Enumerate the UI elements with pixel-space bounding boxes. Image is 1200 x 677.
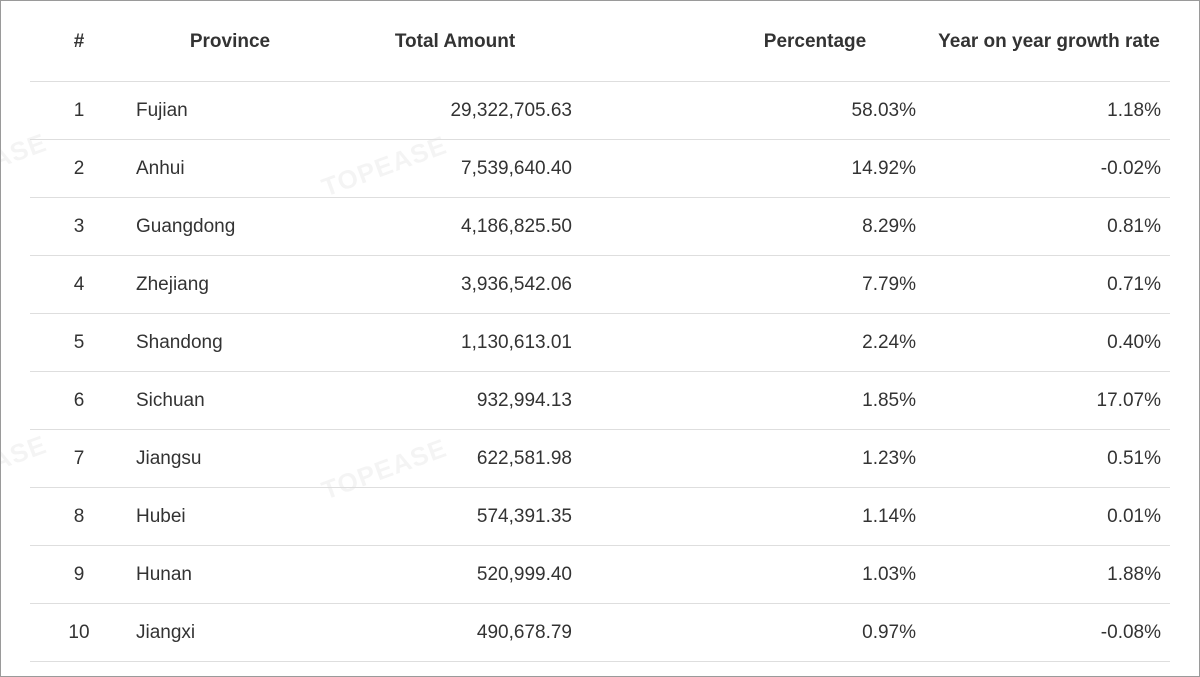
cell-total-amount: 520,999.40 (354, 545, 690, 604)
table-body: 1 Fujian 29,322,705.63 58.03% 1.18% 2 An… (30, 81, 1170, 662)
cell-percentage: 1.03% (690, 545, 926, 604)
cell-total-amount: 29,322,705.63 (354, 81, 690, 140)
cell-rank: 3 (30, 197, 130, 256)
cell-yoy-growth: 0.51% (926, 429, 1170, 488)
table-row: 3 Guangdong 4,186,825.50 8.29% 0.81% (30, 197, 1170, 256)
cell-province: Jiangxi (130, 603, 354, 662)
cell-yoy-growth: -0.02% (926, 139, 1170, 198)
cell-total-amount: 4,186,825.50 (354, 197, 690, 256)
cell-province: Sichuan (130, 371, 354, 430)
cell-percentage: 58.03% (690, 81, 926, 140)
cell-yoy-growth: -0.08% (926, 603, 1170, 662)
cell-total-amount: 932,994.13 (354, 371, 690, 430)
cell-percentage: 7.79% (690, 255, 926, 314)
cell-rank: 10 (30, 603, 130, 662)
cell-rank: 4 (30, 255, 130, 314)
column-header-percentage: Percentage (690, 1, 926, 82)
table-row: 7 Jiangsu 622,581.98 1.23% 0.51% (30, 429, 1170, 488)
cell-yoy-growth: 1.18% (926, 81, 1170, 140)
cell-rank: 9 (30, 545, 130, 604)
table-row: 10 Jiangxi 490,678.79 0.97% -0.08% (30, 603, 1170, 662)
column-header-total-amount: Total Amount (354, 1, 690, 82)
cell-province: Hubei (130, 487, 354, 546)
cell-percentage: 0.97% (690, 603, 926, 662)
table-row: 5 Shandong 1,130,613.01 2.24% 0.40% (30, 313, 1170, 372)
cell-total-amount: 622,581.98 (354, 429, 690, 488)
cell-province: Hunan (130, 545, 354, 604)
cell-province: Fujian (130, 81, 354, 140)
table-row: 2 Anhui 7,539,640.40 14.92% -0.02% (30, 139, 1170, 198)
table-row: 8 Hubei 574,391.35 1.14% 0.01% (30, 487, 1170, 546)
cell-yoy-growth: 1.88% (926, 545, 1170, 604)
cell-percentage: 1.85% (690, 371, 926, 430)
column-header-rank: # (30, 1, 130, 82)
cell-total-amount: 1,130,613.01 (354, 313, 690, 372)
cell-percentage: 14.92% (690, 139, 926, 198)
cell-rank: 7 (30, 429, 130, 488)
province-ranking-table: # Province Total Amount Percentage Year … (30, 1, 1170, 662)
table-header: # Province Total Amount Percentage Year … (30, 1, 1170, 82)
cell-total-amount: 490,678.79 (354, 603, 690, 662)
cell-rank: 8 (30, 487, 130, 546)
cell-rank: 1 (30, 81, 130, 140)
cell-rank: 6 (30, 371, 130, 430)
column-header-province: Province (130, 1, 354, 82)
table-row: 4 Zhejiang 3,936,542.06 7.79% 0.71% (30, 255, 1170, 314)
column-header-yoy-growth: Year on year growth rate (926, 1, 1170, 82)
cell-total-amount: 7,539,640.40 (354, 139, 690, 198)
table-row: 6 Sichuan 932,994.13 1.85% 17.07% (30, 371, 1170, 430)
table-row: 9 Hunan 520,999.40 1.03% 1.88% (30, 545, 1170, 604)
cell-yoy-growth: 0.01% (926, 487, 1170, 546)
cell-province: Jiangsu (130, 429, 354, 488)
cell-percentage: 2.24% (690, 313, 926, 372)
cell-yoy-growth: 17.07% (926, 371, 1170, 430)
cell-percentage: 8.29% (690, 197, 926, 256)
cell-total-amount: 3,936,542.06 (354, 255, 690, 314)
cell-percentage: 1.23% (690, 429, 926, 488)
table-row: 1 Fujian 29,322,705.63 58.03% 1.18% (30, 81, 1170, 140)
cell-province: Shandong (130, 313, 354, 372)
cell-province: Guangdong (130, 197, 354, 256)
cell-yoy-growth: 0.40% (926, 313, 1170, 372)
header-row: # Province Total Amount Percentage Year … (30, 1, 1170, 82)
cell-percentage: 1.14% (690, 487, 926, 546)
cell-total-amount: 574,391.35 (354, 487, 690, 546)
cell-rank: 2 (30, 139, 130, 198)
cell-yoy-growth: 0.71% (926, 255, 1170, 314)
cell-province: Zhejiang (130, 255, 354, 314)
cell-yoy-growth: 0.81% (926, 197, 1170, 256)
cell-rank: 5 (30, 313, 130, 372)
cell-province: Anhui (130, 139, 354, 198)
